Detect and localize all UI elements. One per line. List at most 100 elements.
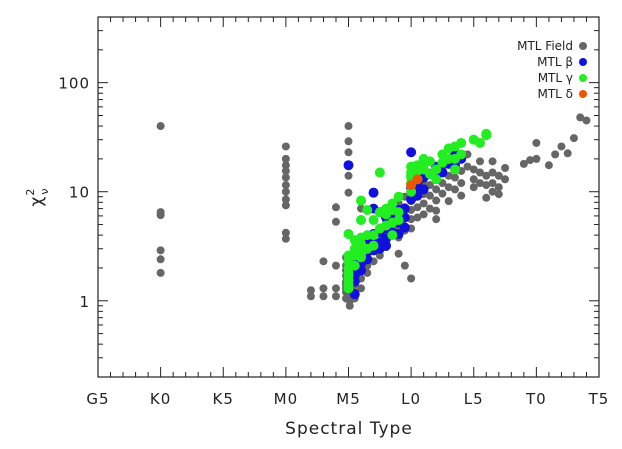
data-point	[481, 128, 492, 139]
data-point	[156, 268, 165, 277]
data-point	[413, 203, 422, 212]
data-point	[319, 257, 328, 266]
x-tick-label: K5	[213, 390, 234, 408]
data-point	[476, 157, 485, 166]
x-tick-label: T0	[525, 390, 547, 408]
data-point	[406, 180, 417, 191]
data-point	[331, 261, 340, 270]
series-3	[406, 174, 423, 191]
data-point	[494, 190, 503, 199]
x-tick-label: L0	[401, 390, 421, 408]
data-point	[281, 154, 290, 163]
data-point	[469, 175, 478, 184]
data-point	[488, 187, 497, 196]
data-point	[331, 284, 340, 293]
data-point	[368, 240, 379, 251]
data-point	[344, 171, 353, 180]
x-tick-label: M5	[336, 390, 361, 408]
data-point	[343, 228, 354, 239]
legend-marker	[579, 42, 587, 50]
data-point	[482, 193, 491, 202]
data-point	[331, 292, 340, 301]
data-point	[576, 113, 585, 122]
y-tick-label: 100	[58, 75, 90, 93]
data-point	[419, 199, 428, 208]
x-tick-label: G5	[86, 390, 109, 408]
x-tick-label: K0	[150, 390, 171, 408]
data-point	[281, 195, 290, 204]
data-point	[407, 274, 416, 283]
data-point	[413, 213, 422, 222]
data-point	[476, 179, 485, 188]
data-point	[457, 191, 466, 200]
legend-marker	[579, 74, 587, 82]
data-point	[456, 149, 467, 160]
data-point	[476, 168, 485, 177]
data-points	[156, 113, 591, 310]
data-point	[424, 156, 435, 167]
data-point	[444, 197, 453, 206]
data-point	[551, 150, 560, 159]
data-point	[469, 183, 478, 192]
data-point	[357, 284, 366, 293]
data-point	[281, 166, 290, 175]
data-point	[344, 148, 353, 157]
data-point	[306, 292, 315, 301]
data-point	[501, 175, 510, 184]
axes-frame	[97, 16, 600, 378]
data-point	[399, 222, 410, 233]
data-point	[501, 163, 510, 172]
data-point	[432, 215, 441, 224]
data-point	[412, 174, 423, 185]
x-tick-labels: G5 K0 K5 M0 M5 L0 L5 T0 T5	[86, 390, 608, 408]
data-point	[281, 228, 290, 237]
data-point	[469, 165, 478, 174]
data-point	[393, 215, 404, 226]
data-point	[331, 217, 340, 226]
data-point	[345, 301, 354, 310]
data-point	[488, 157, 497, 166]
data-point	[488, 179, 497, 188]
data-point	[368, 187, 379, 198]
data-point	[463, 162, 472, 171]
data-point	[519, 159, 528, 168]
data-point	[343, 283, 354, 294]
data-point	[156, 122, 165, 131]
data-point	[387, 230, 398, 241]
data-point	[381, 240, 392, 251]
data-point	[438, 189, 447, 198]
legend-label: MTL β	[537, 55, 573, 69]
data-point	[156, 211, 165, 220]
y-tick-label: 1	[79, 293, 90, 311]
data-point	[356, 252, 367, 263]
x-axis-label: Spectral Type	[285, 419, 413, 439]
legend-marker	[579, 58, 587, 66]
data-point	[400, 261, 409, 270]
data-point	[418, 184, 429, 195]
legend-marker	[579, 90, 587, 98]
data-point	[488, 168, 497, 177]
data-point	[281, 234, 290, 243]
legend-label: MTL Field	[517, 39, 573, 53]
data-point	[432, 185, 441, 194]
data-point	[368, 215, 379, 226]
data-point	[306, 286, 315, 295]
y-axis-label-symbol: χ	[27, 196, 47, 207]
data-point	[349, 289, 360, 300]
data-point	[450, 185, 459, 194]
plot-border	[97, 16, 600, 378]
data-point	[582, 116, 591, 125]
data-point	[456, 137, 467, 148]
data-point	[156, 255, 165, 264]
data-point	[457, 179, 466, 188]
data-point	[356, 215, 367, 226]
data-point	[419, 210, 428, 219]
y-tick-labels: 1 10 100	[58, 75, 90, 311]
data-point	[557, 142, 566, 151]
data-point	[281, 187, 290, 196]
data-point	[482, 181, 491, 190]
data-point	[494, 171, 503, 180]
data-point	[425, 191, 434, 200]
data-point	[563, 149, 572, 158]
